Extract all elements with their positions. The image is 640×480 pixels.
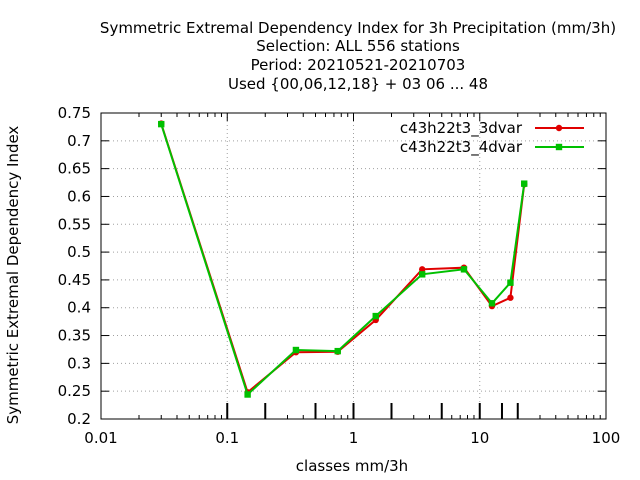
x-tick-label: 0.01 [84,429,117,447]
y-tick-label: 0.65 [58,160,91,178]
data-point [292,346,300,354]
y-tick-label: 0.7 [67,132,91,150]
legend-label: c43h22t3_4dvar [400,138,523,157]
data-point [372,312,379,320]
title-line-1: Symmetric Extremal Dependency Index for … [100,19,616,37]
chart-title: Symmetric Extremal Dependency Index for … [100,19,616,93]
series-line-c43h22t3_3dvar [160,123,526,395]
data-point [418,266,426,273]
x-tick-label: 0.1 [215,429,239,447]
x-tick-label: 10 [470,429,489,447]
y-tick-label: 0.5 [67,243,91,261]
y-tick-label: 0.3 [67,354,91,372]
data-point [488,300,496,307]
y-tick-label: 0.75 [58,104,91,122]
data-point [418,271,426,278]
y-tick-label: 0.45 [58,271,91,289]
y-tick-label: 0.25 [58,382,91,400]
y-tick-label: 0.4 [67,299,91,317]
x-tick-label: 100 [592,429,621,447]
y-tick-label: 0.55 [58,215,91,233]
x-tick-label: 1 [349,429,359,447]
y-tick-label: 0.35 [58,327,91,345]
data-point [244,391,251,398]
y-tick-label: 0.6 [67,187,91,205]
series-line-c43h22t3_4dvar [160,123,526,397]
data-point [507,294,514,301]
data-point [158,120,165,128]
data-point [460,266,468,273]
y-axis-ticks: 0.2 0.25 0.3 0.35 0.4 0.45 0.5 0.55 0.6 0.65 0.7 0.… [58,104,606,428]
title-line-2: Selection: ALL 556 stations [256,37,460,55]
data-point [521,180,528,187]
title-line-4: Used {00,06,12,18} + 03 06 ... 48 [228,75,488,93]
data-point [507,279,514,286]
title-line-3: Period: 20210521-20210703 [251,56,466,74]
x-axis-label: classes mm/3h [296,457,408,475]
series-group [158,120,528,398]
y-axis-label: Symmetric Extremal Dependency Index [4,126,22,425]
y-tick-label: 0.2 [67,410,91,428]
grid [101,113,606,419]
x-axis-ticks: 0.01 0.1 1 10 100 [84,113,620,447]
legend-label: c43h22t3_3dvar [400,119,523,138]
legend-marker [555,143,563,151]
legend-marker [555,124,563,132]
data-point [334,347,341,355]
